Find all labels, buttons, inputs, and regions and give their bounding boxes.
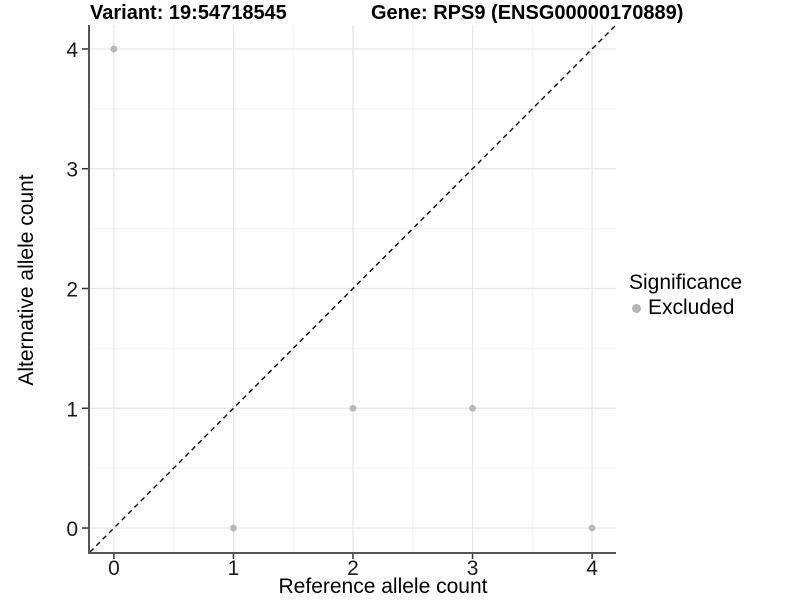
legend-entry-label: Excluded xyxy=(648,296,735,319)
x-tick-label: 4 xyxy=(586,557,598,580)
data-point xyxy=(349,404,357,412)
legend: Significance Excluded xyxy=(629,271,742,320)
legend-title: Significance xyxy=(629,271,743,294)
identity-line xyxy=(89,24,617,553)
y-tick-label: 4 xyxy=(66,39,78,62)
x-tick-label: 0 xyxy=(108,557,120,580)
y-axis-title: Alternative allele count xyxy=(15,174,38,386)
y-tick-label: 0 xyxy=(66,518,78,541)
plot-title-variant: Variant: 19:54718545 xyxy=(90,2,287,24)
x-axis-title: Reference allele count xyxy=(278,575,488,598)
x-tick-label: 3 xyxy=(467,557,479,580)
y-tick-label: 1 xyxy=(66,398,78,421)
data-point xyxy=(588,524,596,532)
data-point xyxy=(469,404,476,412)
data-point xyxy=(230,524,237,532)
y-tick-label: 2 xyxy=(66,279,78,302)
y-tick-label: 3 xyxy=(66,159,78,182)
plot-title-gene: Gene: RPS9 (ENSG00000170889) xyxy=(371,2,684,24)
x-tick-label: 1 xyxy=(228,557,240,580)
data-point xyxy=(110,45,118,53)
x-tick-label: 2 xyxy=(347,557,359,580)
legend-point-icon xyxy=(632,303,641,313)
legend-entry-excluded: Excluded xyxy=(629,296,742,320)
